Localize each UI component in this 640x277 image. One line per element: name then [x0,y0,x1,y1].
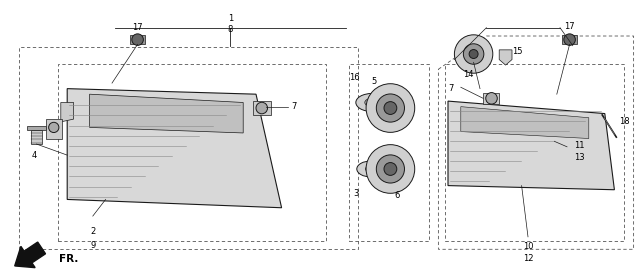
Circle shape [564,34,575,45]
Text: 16: 16 [349,73,359,82]
Text: 12: 12 [523,255,533,263]
Circle shape [384,102,397,114]
Polygon shape [461,107,589,138]
Circle shape [376,94,404,122]
Text: 3: 3 [354,189,359,198]
Text: 7: 7 [449,84,454,93]
Text: 17: 17 [132,23,143,32]
Polygon shape [90,94,243,133]
Polygon shape [562,35,577,44]
Text: 2: 2 [90,227,95,236]
Polygon shape [67,89,282,208]
Text: 9: 9 [90,241,95,250]
Circle shape [376,155,404,183]
Polygon shape [253,101,271,115]
Circle shape [469,50,478,58]
Ellipse shape [356,94,388,111]
Bar [445,64,624,241]
Circle shape [256,102,268,114]
Text: 10: 10 [523,242,533,251]
Text: 8: 8 [228,25,233,34]
Text: 1: 1 [228,14,233,22]
Circle shape [366,84,415,132]
Text: 11: 11 [575,141,585,150]
Polygon shape [27,126,46,130]
Text: 6: 6 [394,191,399,200]
Circle shape [366,145,415,193]
Bar [19,47,358,249]
Text: 13: 13 [575,153,585,162]
Text: 15: 15 [512,47,522,56]
Text: FR.: FR. [59,254,78,264]
Text: 7: 7 [292,102,297,111]
Bar [349,64,429,241]
Polygon shape [61,102,74,122]
Circle shape [132,34,143,45]
Text: 18: 18 [619,117,629,126]
Ellipse shape [365,98,379,107]
Polygon shape [31,130,42,144]
Ellipse shape [365,165,377,172]
Text: 17: 17 [564,22,575,31]
Circle shape [463,44,484,64]
FancyArrow shape [15,242,45,268]
Circle shape [454,35,493,73]
Polygon shape [483,93,499,104]
Text: 14: 14 [463,70,474,79]
Polygon shape [499,50,512,65]
Text: 4: 4 [31,151,36,160]
Polygon shape [448,101,614,190]
Polygon shape [46,119,62,138]
Circle shape [486,93,497,104]
Polygon shape [130,35,145,44]
Circle shape [384,163,397,175]
Circle shape [49,122,59,132]
Text: 5: 5 [372,77,377,86]
Ellipse shape [357,161,385,177]
Bar [58,64,326,241]
